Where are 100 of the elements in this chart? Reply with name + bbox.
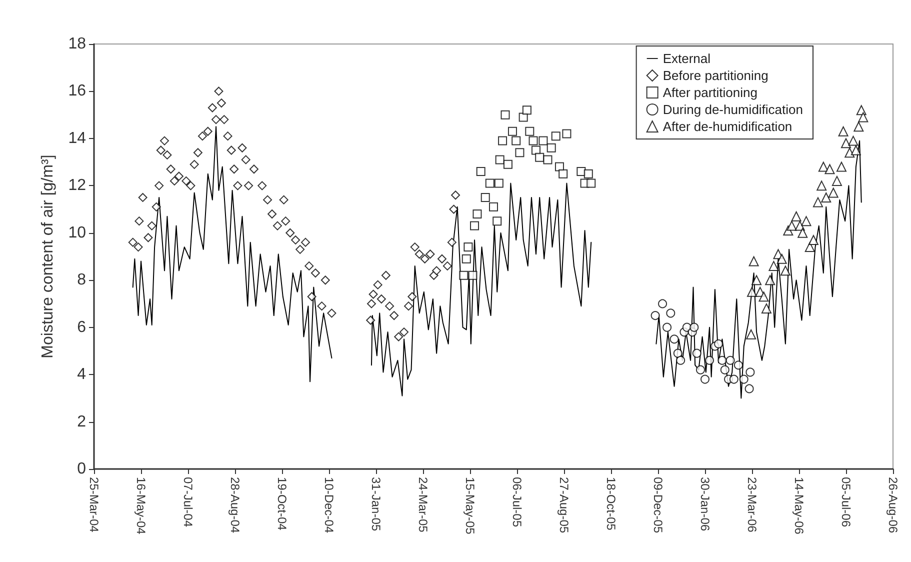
point [828, 188, 838, 198]
y-tick-label: 18 [68, 36, 86, 52]
point [776, 254, 787, 264]
x-tick-label: 28-Aug-04 [228, 477, 242, 534]
point [468, 270, 478, 280]
point [734, 360, 743, 370]
x-tick-label: 23-Mar-06 [745, 477, 759, 533]
legend-label: After de-humidification [662, 119, 792, 134]
point [498, 136, 508, 146]
x-tick-label: 26-Aug-06 [886, 477, 900, 534]
point [854, 122, 864, 132]
point [747, 286, 757, 297]
point [512, 136, 521, 146]
point [808, 234, 818, 245]
point [558, 169, 568, 178]
legend-label: During de-humidification [662, 102, 804, 117]
point [508, 126, 517, 136]
point [848, 136, 858, 146]
x-tick-label: 06-Jul-05 [510, 477, 524, 528]
point [464, 242, 473, 252]
point [761, 303, 772, 314]
y-tick-label: 6 [77, 318, 86, 336]
point [522, 106, 532, 115]
point [720, 365, 730, 374]
point [824, 164, 835, 174]
point [551, 132, 560, 141]
point [662, 322, 672, 332]
y-tick-label: 0 [77, 460, 86, 478]
point [535, 152, 544, 162]
point [543, 155, 552, 164]
legend-label: Before partitioning [662, 68, 768, 83]
point [844, 148, 855, 158]
point [791, 211, 802, 222]
point [494, 178, 504, 188]
point [746, 368, 755, 377]
point [729, 374, 738, 384]
point [525, 126, 534, 136]
point [746, 329, 756, 340]
point [748, 256, 759, 266]
y-axis-title: Moisture content of air [g/m³] [40, 154, 56, 358]
point [818, 162, 828, 172]
point [586, 178, 596, 188]
point [836, 162, 846, 172]
y-tick-label: 16 [68, 82, 86, 100]
x-tick-label: 09-Dec-05 [651, 477, 665, 534]
point [673, 348, 682, 358]
point [470, 221, 480, 230]
point [584, 169, 593, 178]
point [804, 242, 815, 252]
point [850, 145, 861, 156]
point [476, 167, 486, 176]
point [739, 374, 748, 384]
point [538, 136, 548, 146]
y-tick-label: 2 [77, 413, 86, 430]
x-tick-label: 24-Mar-05 [416, 477, 430, 533]
point [700, 374, 710, 384]
x-tick-label: 07-Jul-04 [181, 477, 195, 528]
point [670, 334, 679, 344]
point [676, 356, 686, 365]
point [696, 365, 705, 374]
x-tick-label: 10-Dec-04 [322, 477, 336, 534]
point [495, 155, 504, 164]
point [690, 322, 699, 332]
point [485, 178, 494, 188]
point [821, 192, 832, 202]
point [472, 210, 482, 218]
point [786, 220, 797, 231]
point [858, 112, 868, 122]
point [459, 270, 468, 280]
point [503, 160, 512, 169]
point [780, 266, 790, 276]
point [838, 126, 848, 136]
point [765, 275, 776, 286]
point [841, 138, 851, 148]
x-tick-label: 05-Jul-06 [839, 477, 853, 528]
point [692, 348, 702, 358]
legend-label: After partitioning [662, 85, 758, 100]
y-tick-label: 8 [77, 272, 86, 289]
x-tick-label: 15-May-05 [463, 477, 477, 535]
point [758, 292, 769, 302]
point [812, 197, 823, 208]
point [528, 136, 538, 146]
point [832, 176, 842, 186]
point [752, 275, 762, 286]
point [801, 216, 812, 226]
x-tick-label: 30-Jan-06 [698, 477, 712, 532]
point [489, 202, 498, 212]
x-tick-label: 25-Mar-04 [87, 477, 101, 533]
point [705, 356, 714, 365]
x-tick-label: 31-Jan-05 [369, 477, 383, 532]
point [726, 356, 735, 365]
point [798, 228, 808, 238]
x-tick-label: 18-Oct-05 [604, 477, 618, 531]
point [546, 143, 556, 152]
x-tick-label: 14-May-06 [792, 477, 806, 535]
point [768, 260, 779, 271]
x-tick-label: 16-May-04 [134, 477, 148, 535]
point [562, 129, 572, 138]
point [462, 254, 471, 264]
point [658, 299, 668, 308]
